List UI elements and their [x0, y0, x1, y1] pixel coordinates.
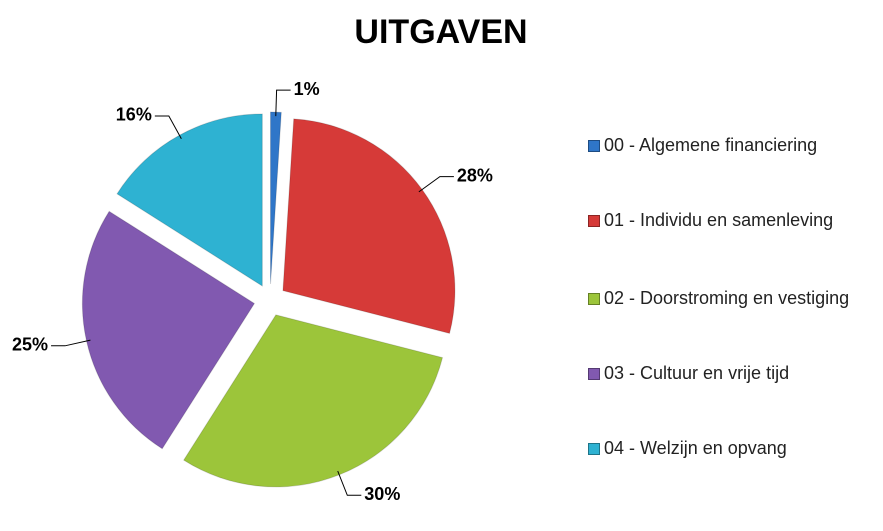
data-label: 1% — [294, 79, 320, 99]
data-label: 16% — [116, 105, 152, 125]
legend-item: 01 - Individu en samenleving — [588, 207, 833, 234]
data-label: 30% — [364, 484, 400, 504]
pie-slice — [270, 111, 282, 285]
legend-label: 00 - Algemene financiering — [604, 135, 818, 155]
legend-label: 03 - Cultuur en vrije tijd — [604, 363, 790, 383]
data-label: 25% — [12, 335, 48, 355]
leader-line — [275, 89, 291, 117]
leader-line — [337, 470, 362, 496]
legend-item: 04 - Welzijn en opvang — [588, 435, 787, 462]
legend-swatch — [588, 443, 600, 455]
leader-line — [418, 176, 454, 193]
legend-label: 04 - Welzijn en opvang — [604, 438, 787, 458]
leader-line — [154, 115, 182, 140]
legend-swatch — [588, 368, 600, 380]
chart-title: UITGAVEN — [354, 13, 527, 51]
legend-item: 02 - Doorstroming en vestiging — [588, 285, 849, 312]
pie-slice — [282, 118, 456, 334]
leader-line — [51, 339, 91, 347]
legend-item: 03 - Cultuur en vrije tijd — [588, 360, 789, 387]
legend-item: 00 - Algemene financiering — [588, 132, 817, 159]
data-label: 28% — [457, 165, 493, 185]
legend-swatch — [588, 293, 600, 305]
legend-label: 02 - Doorstroming en vestiging — [604, 288, 850, 308]
legend-swatch — [588, 140, 600, 152]
legend-label: 01 - Individu en samenleving — [604, 210, 834, 230]
legend-swatch — [588, 215, 600, 227]
